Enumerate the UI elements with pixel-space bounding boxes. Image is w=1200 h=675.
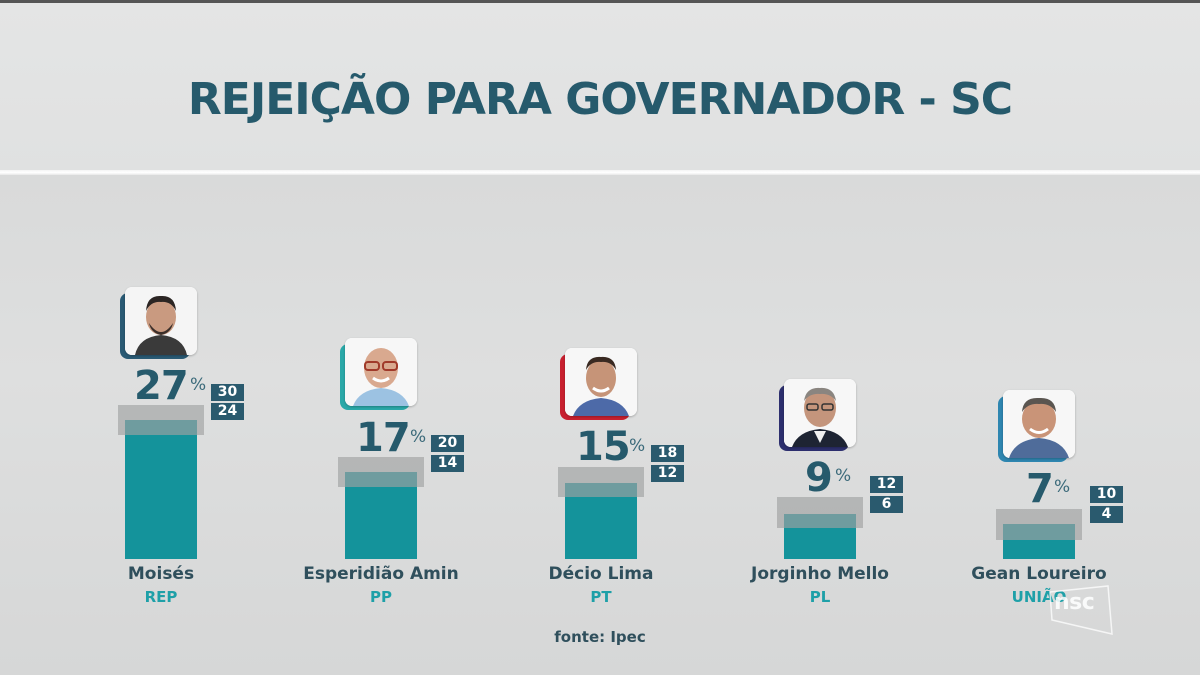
nsc-logo-icon — [1049, 585, 1113, 635]
candidate-name: Jorginho Mello — [751, 564, 889, 584]
percent-sign: % — [1054, 477, 1071, 497]
candidate-name: Décio Lima — [548, 564, 654, 584]
percent-sign: % — [190, 375, 207, 395]
lower-bound-box: 24 — [211, 403, 244, 420]
candidate-photo-icon — [784, 379, 856, 447]
candidate-photo-frame — [779, 379, 856, 451]
upper-bound-box: 18 — [651, 445, 684, 462]
candidate-photo-icon — [125, 287, 197, 355]
candidate-party: PT — [590, 588, 612, 606]
percent-sign: % — [835, 466, 852, 486]
chart-title: REJEIÇÃO PARA GOVERNADOR - SC — [187, 74, 1013, 125]
value-label: 17 — [356, 415, 411, 461]
upper-bound-box: 20 — [431, 435, 464, 452]
lower-bound-box: 14 — [431, 455, 464, 472]
header-divider — [0, 170, 1200, 175]
candidate-photo-frame — [560, 348, 637, 420]
range-band — [338, 457, 424, 487]
candidate-name: Moisés — [127, 564, 195, 584]
value-label: 9 — [805, 455, 833, 501]
lower-bound-box: 12 — [651, 465, 684, 482]
candidate-party: REP — [144, 588, 178, 606]
header — [0, 3, 1200, 170]
value-label: 7 — [1026, 466, 1054, 512]
range-band — [118, 405, 204, 435]
percent-sign: % — [410, 427, 427, 447]
source-label: fonte: Ipec — [554, 628, 646, 646]
candidate-photo-frame — [340, 338, 417, 410]
candidate-photo-icon — [565, 348, 637, 416]
candidate-photo-icon — [1003, 390, 1075, 458]
lower-bound-box: 4 — [1090, 506, 1123, 523]
upper-bound-box: 10 — [1090, 486, 1123, 503]
candidate-party: UNIÃO — [1011, 588, 1067, 606]
candidate-photo-frame — [120, 287, 197, 359]
candidate-name: Gean Loureiro — [971, 564, 1107, 584]
bar-moises — [125, 420, 197, 559]
candidate-photo-frame — [998, 390, 1075, 462]
nsc-logo-text: nsc — [1054, 590, 1095, 615]
top-strip — [0, 0, 1200, 3]
upper-bound-box: 30 — [211, 384, 244, 401]
percent-sign: % — [629, 436, 646, 456]
lower-bound-box: 6 — [870, 496, 903, 513]
candidate-party: PL — [809, 588, 831, 606]
range-band — [558, 467, 644, 497]
range-band — [777, 497, 863, 528]
upper-bound-box: 12 — [870, 476, 903, 493]
candidate-photo-icon — [345, 338, 417, 406]
range-band — [996, 509, 1082, 540]
candidate-party: PP — [370, 588, 392, 606]
value-label: 15 — [576, 424, 631, 470]
candidate-name: Esperidião Amin — [303, 564, 459, 584]
value-label: 27 — [134, 363, 189, 409]
